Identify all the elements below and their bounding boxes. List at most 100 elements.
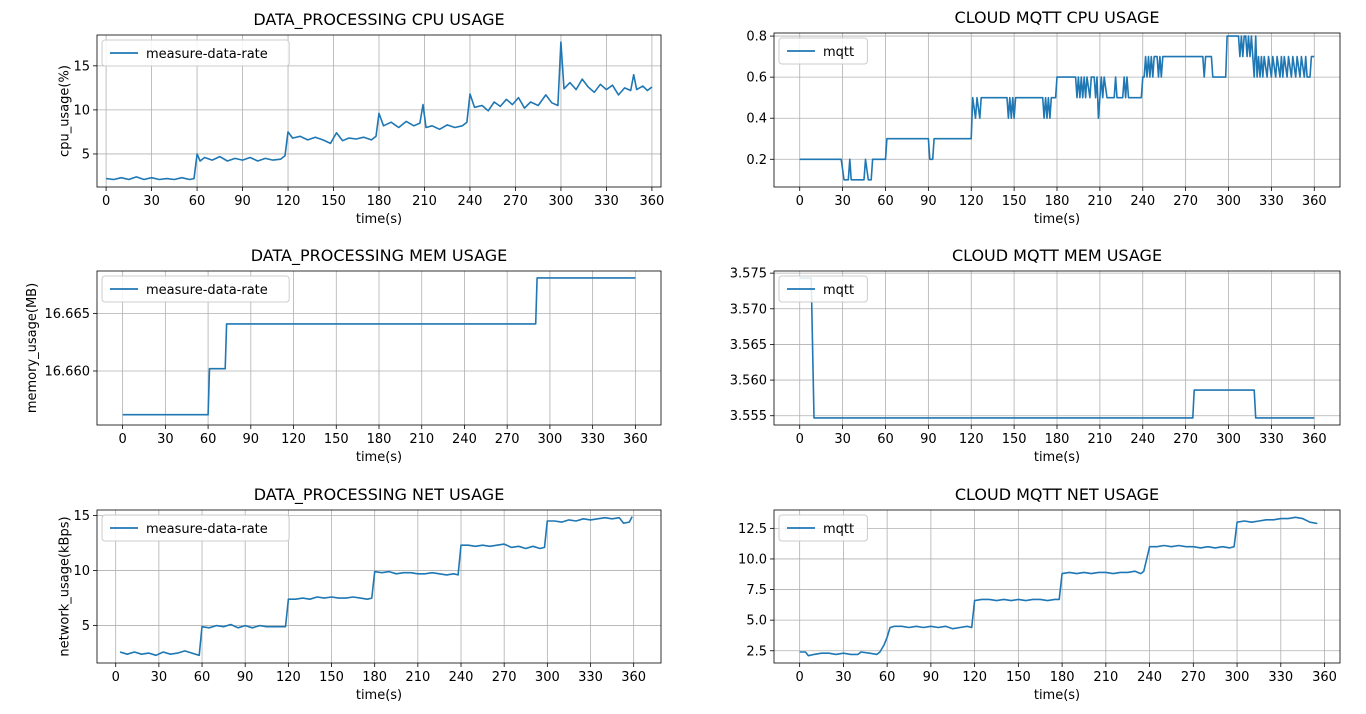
chart-2: 0 30 60 90 120 150 180 210 240 270 300 330 360 0.2 0.4…: [746, 8, 1341, 227]
x-tick-label: 0: [796, 670, 804, 685]
x-tick-label: 0: [112, 670, 120, 685]
y-tick-label: 3.565: [730, 338, 767, 353]
y-tick-label: 3.570: [730, 302, 767, 317]
legend-label: mqtt: [823, 283, 854, 298]
x-tick-label: 330: [578, 670, 603, 685]
series-line: [122, 277, 636, 416]
x-tick-label: 270: [1181, 670, 1206, 685]
legend-box: [101, 275, 290, 303]
x-tick-label: 300: [535, 670, 560, 685]
chart-3: 0 30 60 90 120 150 180 210 240 270 300 330 360 16.660…: [25, 246, 662, 465]
x-tick-label: 0: [102, 194, 110, 209]
legend-box: [778, 37, 868, 65]
x-tick-label: 90: [923, 670, 940, 685]
legend: mqtt: [778, 275, 868, 303]
x-tick-label: 210: [409, 432, 434, 447]
legend-box: [778, 514, 868, 542]
chart-1: 0 30 60 90 120 150 180 210 240 270 300 330 360 5 10 15 D…: [58, 10, 665, 227]
x-tick-label: 30: [834, 432, 851, 447]
x-tick-label: 270: [1173, 432, 1198, 447]
y-tick-label: 15: [73, 59, 90, 74]
x-tick-label: 180: [367, 432, 392, 447]
y-tick-label: 16.660: [45, 364, 91, 379]
x-tick-label: 60: [877, 432, 894, 447]
y-tick-label: 3.555: [730, 409, 767, 424]
series-line: [799, 35, 1315, 181]
plot-frame: [96, 509, 662, 664]
x-tick-label: 330: [580, 432, 605, 447]
x-tick-label: 180: [367, 194, 392, 209]
x-tick-label: 300: [1225, 670, 1250, 685]
plot-frame: [773, 509, 1341, 664]
x-tick-label: 210: [1087, 432, 1112, 447]
x-tick-label: 30: [157, 432, 174, 447]
y-tick-label: 0.4: [746, 112, 767, 127]
x-tick-label: 180: [1045, 194, 1070, 209]
x-axis-label: time(s): [1034, 688, 1080, 703]
x-tick-label: 240: [449, 670, 474, 685]
x-tick-label: 60: [194, 670, 211, 685]
chart-title: DATA_PROCESSING CPU USAGE: [253, 10, 504, 30]
x-tick-label: 150: [1006, 670, 1031, 685]
x-tick-label: 120: [962, 670, 987, 685]
y-tick-label: 10.0: [738, 552, 767, 567]
x-tick-label: 240: [1130, 194, 1155, 209]
x-tick-label: 120: [276, 670, 301, 685]
chart-5: 0 30 60 90 120 150 180 210 240 270 300 330 360 5 10 15 D…: [58, 485, 662, 703]
x-tick-label: 360: [1302, 194, 1327, 209]
y-tick-label: 0.8: [746, 30, 767, 45]
y-tick-label: 3.560: [730, 374, 767, 389]
x-tick-label: 300: [537, 432, 562, 447]
x-tick-label: 240: [1130, 432, 1155, 447]
legend: measure-data-rate: [101, 275, 290, 303]
legend-label: mqtt: [823, 522, 854, 537]
x-tick-label: 90: [920, 432, 937, 447]
y-tick-label: 10: [73, 103, 90, 118]
x-tick-label: 300: [1216, 432, 1241, 447]
x-tick-label: 90: [920, 194, 937, 209]
x-tick-label: 300: [1216, 194, 1241, 209]
x-tick-label: 270: [503, 194, 528, 209]
x-tick-label: 210: [412, 194, 437, 209]
legend-box: [778, 275, 868, 303]
chart-title: CLOUD MQTT NET USAGE: [955, 485, 1159, 504]
chart-6: 0 30 60 90 120 150 180 210 240 270 300 330 360 2.5 5.0…: [738, 485, 1341, 703]
x-tick-label: 120: [276, 194, 301, 209]
x-tick-label: 0: [796, 194, 804, 209]
x-tick-label: 90: [234, 194, 251, 209]
x-tick-label: 30: [835, 670, 852, 685]
y-tick-label: 7.5: [746, 583, 767, 598]
x-tick-label: 360: [639, 194, 664, 209]
x-tick-label: 270: [492, 670, 517, 685]
x-tick-label: 120: [959, 432, 984, 447]
x-tick-label: 330: [1268, 670, 1293, 685]
x-tick-label: 330: [1259, 194, 1284, 209]
x-axis-label: time(s): [356, 688, 402, 703]
chart-title: DATA_PROCESSING MEM USAGE: [251, 246, 507, 266]
x-tick-label: 210: [1087, 194, 1112, 209]
chart-4: 0 30 60 90 120 150 180 210 240 270 300 330 360 3.555 3…: [730, 246, 1341, 465]
x-axis-label: time(s): [1034, 212, 1080, 227]
x-tick-label: 360: [1312, 670, 1337, 685]
x-axis-label: time(s): [356, 450, 402, 465]
y-tick-label: 5: [82, 619, 90, 634]
x-tick-label: 90: [237, 670, 254, 685]
y-tick-label: 12.5: [738, 522, 767, 537]
x-tick-label: 210: [1093, 670, 1118, 685]
legend-label: measure-data-rate: [146, 47, 268, 62]
x-tick-label: 240: [1137, 670, 1162, 685]
series-line: [119, 516, 633, 657]
legend-label: measure-data-rate: [146, 283, 268, 298]
legend-label: mqtt: [823, 45, 854, 60]
x-tick-label: 240: [458, 194, 483, 209]
x-tick-label: 0: [118, 432, 126, 447]
y-axis-label: memory_usage(MB): [25, 283, 40, 413]
legend-box: [101, 39, 290, 67]
y-axis-label: cpu_usage(%): [58, 65, 73, 157]
x-tick-label: 120: [281, 432, 306, 447]
chart-title: CLOUD MQTT MEM USAGE: [952, 246, 1162, 265]
chart-title: CLOUD MQTT CPU USAGE: [955, 8, 1160, 27]
x-tick-label: 60: [189, 194, 206, 209]
x-tick-label: 150: [1002, 194, 1027, 209]
